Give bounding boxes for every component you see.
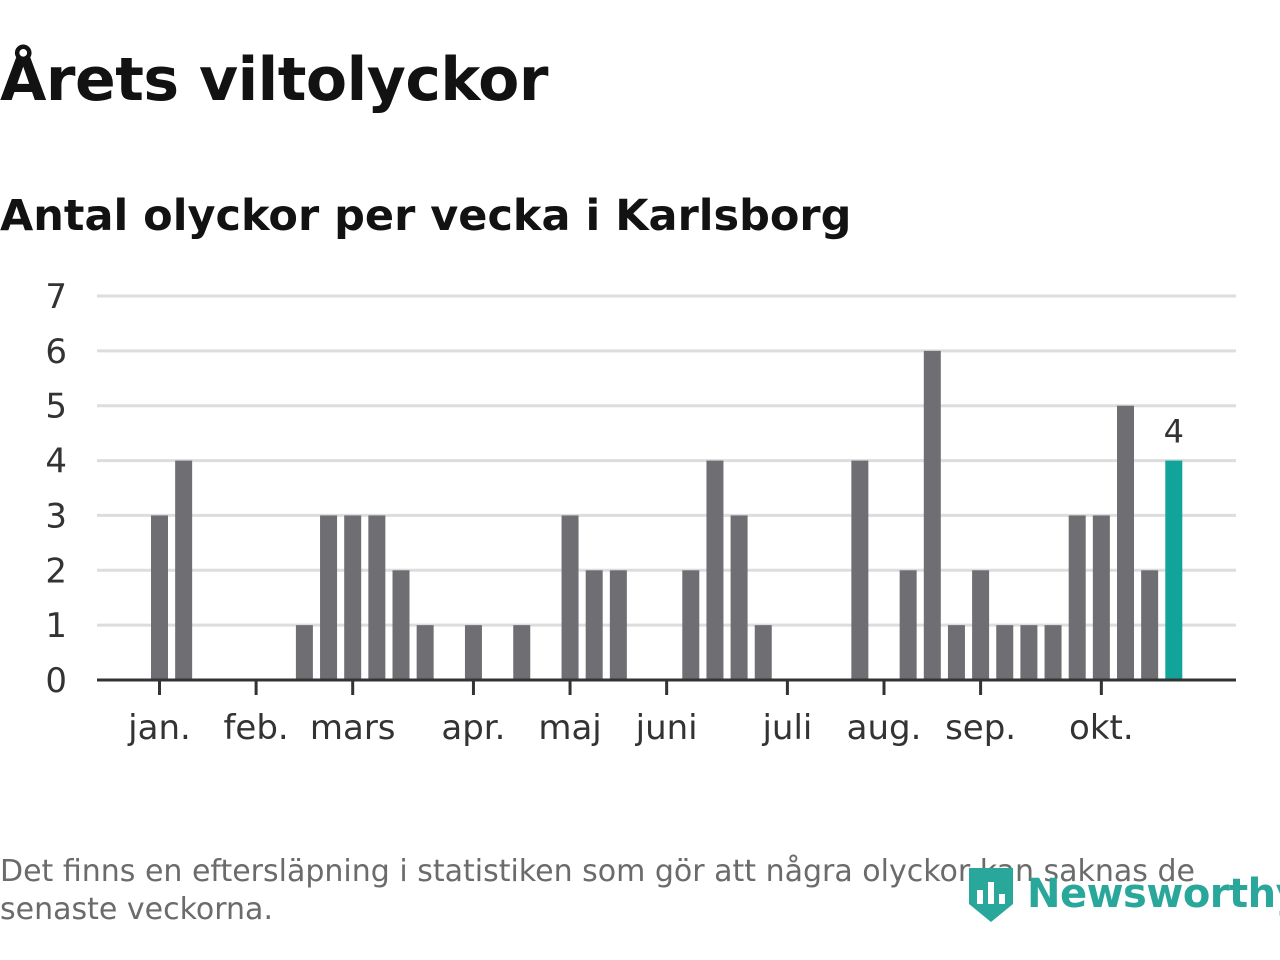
y-tick-label: 4 — [45, 442, 67, 482]
x-tick-label: apr. — [441, 708, 505, 748]
x-tick-label: feb. — [223, 708, 288, 748]
x-tick-label: aug. — [847, 708, 922, 748]
y-tick-label: 7 — [45, 277, 67, 317]
bar — [175, 460, 193, 680]
bar — [947, 625, 965, 680]
newsworthy-logo: Newsworthy — [965, 862, 1280, 926]
bar — [996, 625, 1014, 680]
bar — [1117, 405, 1134, 680]
bar — [561, 515, 579, 680]
bar — [513, 625, 531, 680]
x-tick-label: mars — [310, 708, 396, 748]
newsworthy-logo-icon — [969, 868, 1013, 922]
bar — [851, 460, 869, 680]
y-tick-label: 3 — [45, 496, 67, 536]
data-label: 4 — [1164, 413, 1184, 451]
bars — [151, 350, 1183, 680]
bar-highlight — [1165, 460, 1183, 680]
x-tick-label: jan. — [127, 708, 191, 748]
y-axis-ticks: 0 1 2 3 4 5 6 7 — [45, 277, 67, 701]
gridlines — [97, 294, 1236, 627]
bar — [899, 570, 917, 680]
bar — [1141, 570, 1159, 680]
bar — [609, 570, 627, 680]
bar — [585, 570, 603, 680]
y-tick-label: 6 — [45, 332, 67, 372]
bar — [151, 515, 168, 680]
bar — [754, 625, 772, 680]
bar-chart: 0 1 2 3 4 5 6 7 jan. feb. mars apr. maj juni juli aug.… — [45, 277, 1236, 748]
bar — [1068, 515, 1086, 680]
x-tick-label: okt. — [1069, 708, 1134, 748]
bar — [1020, 625, 1038, 680]
bar — [1092, 515, 1110, 680]
bar — [1044, 625, 1062, 680]
bar — [706, 460, 724, 680]
x-tick-label: maj — [538, 708, 601, 748]
chart-subtitle: Antal olyckor per vecka i Karlsborg — [0, 191, 852, 241]
bar — [368, 515, 386, 680]
data-labels: 4 — [1164, 413, 1184, 451]
bar — [972, 570, 990, 680]
y-tick-label: 1 — [45, 606, 67, 646]
bar — [344, 515, 362, 680]
y-tick-label: 5 — [45, 387, 67, 427]
x-tick-label: juni — [635, 708, 698, 748]
bar — [392, 570, 410, 680]
y-tick-label: 2 — [45, 551, 67, 591]
brand-name: Newsworthy — [1027, 871, 1280, 917]
x-tick-label: sep. — [945, 708, 1016, 748]
x-axis: jan. feb. mars apr. maj juni juli aug. sep. okt. — [97, 678, 1236, 748]
chart-title: Årets viltolyckor — [0, 45, 549, 115]
y-tick-label: 0 — [45, 661, 67, 701]
bar — [416, 625, 434, 680]
footnote: Det finns en eftersläpning i statistiken… — [0, 854, 1195, 927]
bar — [464, 625, 482, 680]
x-tick-label: juli — [761, 708, 812, 748]
bar — [320, 515, 338, 680]
bar — [295, 625, 313, 680]
bar — [682, 570, 700, 680]
bar — [923, 350, 941, 680]
bar — [730, 515, 748, 680]
